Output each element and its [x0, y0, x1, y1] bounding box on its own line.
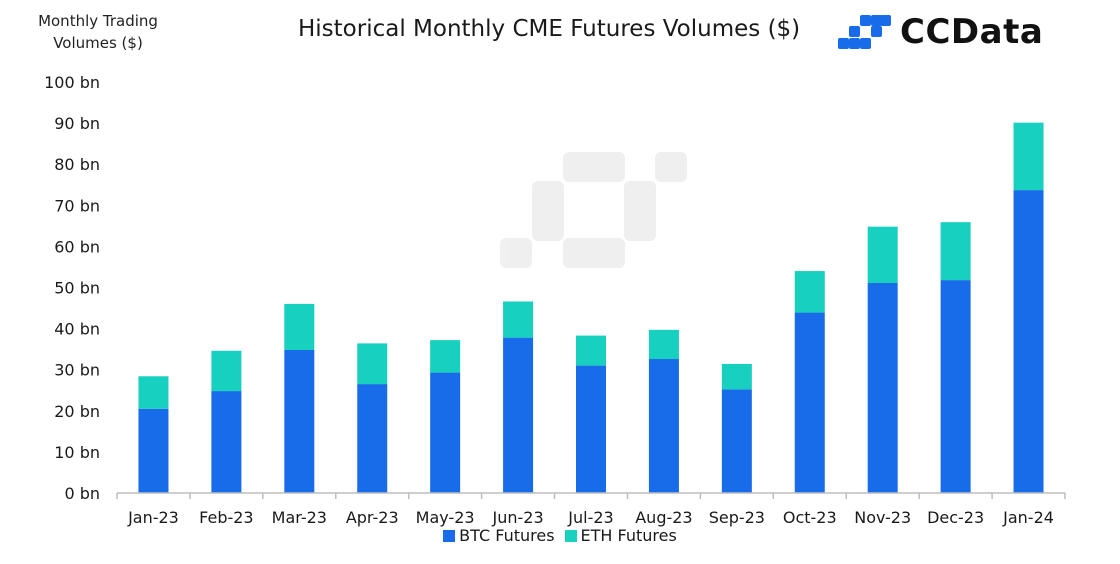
x-tick-label: Aug-23	[635, 508, 692, 527]
x-tick-label: Jun-23	[492, 508, 544, 527]
btc-bar-jan-23	[138, 408, 169, 493]
y-tick-label: 80 bn	[54, 155, 100, 174]
btc-bar-may-23	[430, 372, 461, 493]
chart-title: Historical Monthly CME Futures Volumes (…	[298, 16, 801, 42]
btc-bar-dec-23	[940, 280, 971, 493]
brand-name: CCData	[900, 12, 1044, 52]
eth-bar-aug-23	[648, 329, 679, 360]
btc-bar-apr-23	[357, 384, 388, 493]
btc-bar-sep-23	[721, 389, 752, 493]
x-tick-label: Jan-23	[127, 508, 179, 527]
y-tick-label: 40 bn	[54, 320, 100, 339]
x-tick-label: Jul-23	[567, 508, 613, 527]
btc-bar-jan-24	[1013, 190, 1044, 493]
legend-swatch-btc	[443, 529, 456, 542]
eth-bar-apr-23	[357, 343, 388, 385]
eth-bar-jun-23	[503, 301, 534, 338]
btc-bar-jun-23	[503, 337, 534, 493]
btc-bar-feb-23	[211, 391, 242, 493]
y-tick-label: 20 bn	[54, 402, 100, 421]
eth-bar-jan-23	[138, 376, 169, 409]
y-tick-label: 60 bn	[54, 237, 100, 256]
legend-label-eth: ETH Futures	[580, 526, 677, 545]
btc-bar-aug-23	[648, 359, 679, 493]
eth-bar-may-23	[430, 340, 461, 373]
btc-bar-mar-23	[284, 349, 315, 493]
legend-item-eth: ETH Futures	[564, 526, 677, 545]
btc-bar-oct-23	[794, 312, 825, 493]
eth-bar-nov-23	[867, 226, 898, 283]
eth-bar-jul-23	[576, 335, 606, 366]
x-tick-label: Mar-23	[272, 508, 327, 527]
y-axis-label-line1: Monthly Trading	[38, 12, 158, 30]
y-tick-label: 50 bn	[54, 279, 100, 298]
y-tick-label: 30 bn	[54, 361, 100, 380]
x-tick-label: Oct-23	[783, 508, 837, 527]
eth-bar-jan-24	[1013, 122, 1044, 191]
x-tick-label: Jan-24	[1002, 508, 1054, 527]
watermark-icon	[500, 152, 687, 268]
eth-bar-feb-23	[211, 350, 242, 392]
y-tick-label: 90 bn	[54, 114, 100, 133]
eth-bar-mar-23	[284, 303, 315, 350]
eth-bar-oct-23	[794, 271, 825, 313]
eth-bar-sep-23	[721, 363, 752, 390]
x-tick-label: Dec-23	[927, 508, 984, 527]
y-tick-label: 10 bn	[54, 443, 100, 462]
y-axis-label-line2: Volumes ($)	[53, 34, 143, 52]
legend-swatch-eth	[564, 529, 577, 542]
btc-bar-jul-23	[576, 365, 606, 493]
btc-bar-nov-23	[867, 282, 898, 493]
y-tick-label: 100 bn	[44, 73, 100, 92]
eth-bar-dec-23	[940, 222, 971, 281]
x-tick-label: Feb-23	[199, 508, 253, 527]
y-axis-label: Monthly Trading Volumes ($)	[38, 10, 158, 54]
x-tick-label: May-23	[416, 508, 475, 527]
y-tick-label: 70 bn	[54, 196, 100, 215]
legend: BTC Futures ETH Futures	[0, 526, 1120, 545]
ccdata-logo-icon	[838, 15, 891, 49]
brand-logo: CCData	[836, 10, 1043, 54]
x-tick-label: Apr-23	[346, 508, 399, 527]
legend-item-btc: BTC Futures	[443, 526, 555, 545]
x-tick-label: Nov-23	[854, 508, 911, 527]
legend-label-btc: BTC Futures	[459, 526, 555, 545]
y-tick-label: 0 bn	[64, 484, 100, 503]
x-tick-label: Sep-23	[709, 508, 765, 527]
